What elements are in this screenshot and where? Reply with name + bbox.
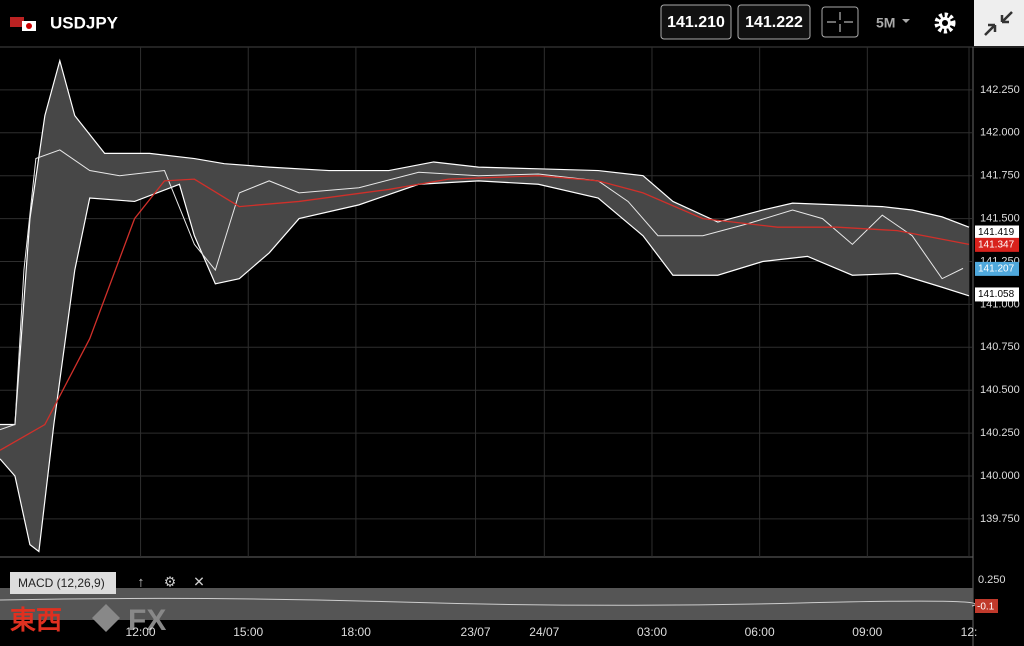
settings-icon-hole xyxy=(942,20,948,26)
price-tag xyxy=(975,225,1019,240)
x-tick-label: 09:00 xyxy=(852,625,882,639)
bollinger-lower xyxy=(0,180,970,553)
x-tick-label: 15:00 xyxy=(233,625,263,639)
macd-tag: -0.1 xyxy=(977,602,995,613)
x-tick-label: 03:00 xyxy=(637,625,667,639)
x-tick-label: 12: xyxy=(961,625,978,639)
fullscreen-icon xyxy=(984,11,1013,36)
y-tick-label: 140.000 xyxy=(980,470,1020,482)
x-tick-label: 23/07 xyxy=(461,625,491,639)
macd-close[interactable]: ✕ xyxy=(193,574,205,590)
x-tick-label: 06:00 xyxy=(745,625,775,639)
price-tag xyxy=(975,261,1019,276)
y-tick-label: 140.500 xyxy=(980,384,1020,396)
price-tag-label: 141.207 xyxy=(978,264,1015,275)
timeframe[interactable]: 5M xyxy=(876,15,895,31)
price-tag-label: 141.419 xyxy=(978,227,1015,238)
x-tick-label: 24/07 xyxy=(529,625,559,639)
watermark-left: 東西 xyxy=(10,605,62,635)
symbol[interactable]: USDJPY xyxy=(50,13,119,32)
ask-button[interactable] xyxy=(737,4,811,40)
y-tick-label: 141.500 xyxy=(980,213,1020,225)
timeframe-caret xyxy=(902,19,910,23)
y-tick-label: 142.250 xyxy=(980,84,1020,96)
bollinger-fill xyxy=(0,60,970,552)
macd-label-box xyxy=(10,572,116,594)
y-tick-label: 141.750 xyxy=(980,170,1020,182)
flag-jp-dot xyxy=(26,23,32,29)
y-tick-label: 142.000 xyxy=(980,127,1020,139)
price-tag xyxy=(975,237,1019,252)
series-line xyxy=(0,175,970,451)
price-tag-label: 141.347 xyxy=(978,239,1015,250)
watermark-logo xyxy=(92,604,120,632)
settings-icon[interactable] xyxy=(934,12,956,34)
bid-price[interactable]: 141.210 xyxy=(667,14,725,31)
crosshair-icon xyxy=(827,12,853,32)
crosshair-button[interactable] xyxy=(821,6,859,38)
macd-tick: 0.250 xyxy=(978,574,1006,586)
x-tick-label: 18:00 xyxy=(341,625,371,639)
y-tick-label: 140.750 xyxy=(980,341,1020,353)
y-tick-label: 139.750 xyxy=(980,513,1020,525)
x-tick-label: 12:00 xyxy=(126,625,156,639)
price-tag-label: 141.058 xyxy=(978,289,1015,300)
flag-us xyxy=(10,17,24,27)
macd-settings[interactable]: ⚙ xyxy=(164,574,177,590)
toolbar xyxy=(0,0,1024,47)
price-tag xyxy=(975,287,1019,302)
fullscreen-button[interactable] xyxy=(974,0,1024,46)
macd-title: MACD (12,26,9) xyxy=(18,576,105,590)
macd-tag-box xyxy=(975,599,998,613)
ask-price[interactable]: 141.222 xyxy=(745,14,803,31)
macd-up[interactable]: ↑ xyxy=(138,574,145,590)
bid-button[interactable] xyxy=(660,4,732,40)
watermark-right: FX xyxy=(128,604,166,637)
y-tick-label: 140.250 xyxy=(980,427,1020,439)
macd-line xyxy=(0,597,976,607)
bollinger-upper xyxy=(0,58,970,426)
